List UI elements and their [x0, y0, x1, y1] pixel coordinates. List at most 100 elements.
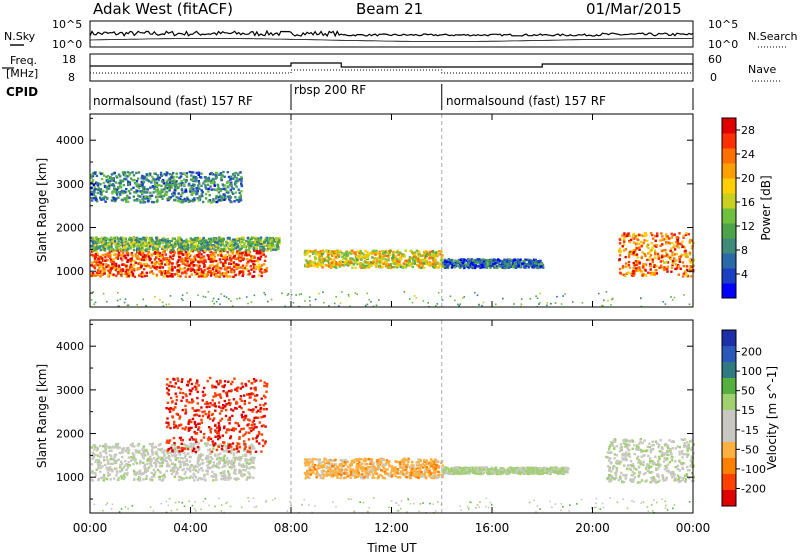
power-point [111, 184, 114, 187]
velocity-point [139, 478, 142, 482]
power-point [196, 272, 199, 275]
power-point [136, 177, 140, 180]
power-point [167, 272, 170, 275]
velocity-point [238, 468, 241, 472]
power-point [467, 266, 470, 270]
power-point [178, 240, 181, 243]
power-point [661, 267, 664, 270]
power-point [191, 186, 194, 189]
velocity-point [152, 468, 156, 471]
power-point [96, 252, 99, 256]
power-point [242, 273, 245, 276]
power-point [164, 272, 167, 275]
power-point [380, 258, 383, 261]
power-point [434, 264, 437, 267]
power-point [196, 236, 200, 240]
power-point [173, 181, 176, 184]
power-point [347, 293, 350, 296]
power-point [475, 261, 478, 265]
power-point [150, 244, 153, 247]
velocity-point [158, 475, 162, 479]
velocity-point [122, 447, 126, 450]
power-point [442, 262, 445, 266]
power-point [152, 177, 155, 181]
velocity-point [209, 459, 212, 463]
power-point [308, 296, 311, 298]
velocity-point [149, 461, 153, 464]
power-point [93, 189, 96, 193]
power-point [156, 200, 159, 203]
power-point [624, 262, 628, 265]
power-point [263, 240, 266, 243]
power-point [199, 260, 203, 264]
power-point [234, 191, 237, 194]
power-point [184, 245, 187, 248]
power-point [220, 176, 223, 179]
power-point [133, 237, 137, 240]
power-point [314, 298, 317, 301]
power-point [255, 250, 259, 253]
power-point [441, 299, 444, 301]
power-point [147, 237, 151, 240]
velocity-point [251, 461, 254, 464]
power-point [509, 263, 513, 266]
power-point [454, 299, 456, 302]
nsearch-trace [89, 38, 693, 42]
power-point [229, 256, 232, 259]
power-point [651, 273, 654, 276]
power-point [336, 254, 339, 257]
power-point [99, 265, 103, 268]
power-point [638, 268, 642, 271]
power-point [637, 242, 641, 246]
power-point [473, 266, 477, 270]
power-point [636, 269, 640, 272]
power-point [180, 187, 184, 191]
power-point [179, 248, 182, 251]
power-point [247, 259, 250, 262]
power-point [638, 248, 641, 251]
velocity-point [249, 475, 252, 479]
power-point [131, 269, 134, 272]
power-point [141, 237, 144, 241]
power-point [318, 255, 322, 258]
power-point [168, 257, 171, 260]
velocity-point [96, 449, 99, 452]
power-point [241, 266, 245, 270]
power-point [102, 245, 105, 248]
power-point [252, 248, 255, 251]
power-point [369, 261, 373, 264]
power-point [166, 184, 169, 187]
freq-panel: Freq. [MHz] 18 8 60 0 Nave [2, 53, 782, 84]
power-point [635, 269, 638, 272]
power-point [92, 245, 95, 248]
power-point [523, 259, 526, 263]
power-point [156, 187, 159, 191]
power-point [147, 199, 150, 203]
velocity-point [119, 463, 122, 467]
power-point [230, 267, 234, 271]
power-point [195, 190, 198, 193]
power-point [391, 250, 395, 254]
power-point [381, 252, 385, 255]
power-point [478, 303, 480, 306]
power-point [94, 172, 97, 175]
power-point [139, 190, 142, 193]
power-point [305, 263, 308, 267]
power-point [187, 268, 190, 271]
power-point [521, 262, 524, 265]
power-point [219, 261, 222, 264]
power-point [123, 245, 126, 249]
power-point [436, 303, 439, 305]
velocity-point [146, 459, 149, 462]
power-point [471, 264, 475, 267]
power-point [528, 260, 531, 263]
power-point [643, 231, 647, 235]
velocity-point [112, 477, 116, 480]
power-point [623, 240, 626, 243]
velocity-point [184, 456, 187, 459]
power-point [243, 243, 246, 247]
power-point [114, 200, 117, 203]
power-point [228, 243, 231, 246]
power-point [101, 242, 105, 245]
power-point [102, 243, 106, 247]
